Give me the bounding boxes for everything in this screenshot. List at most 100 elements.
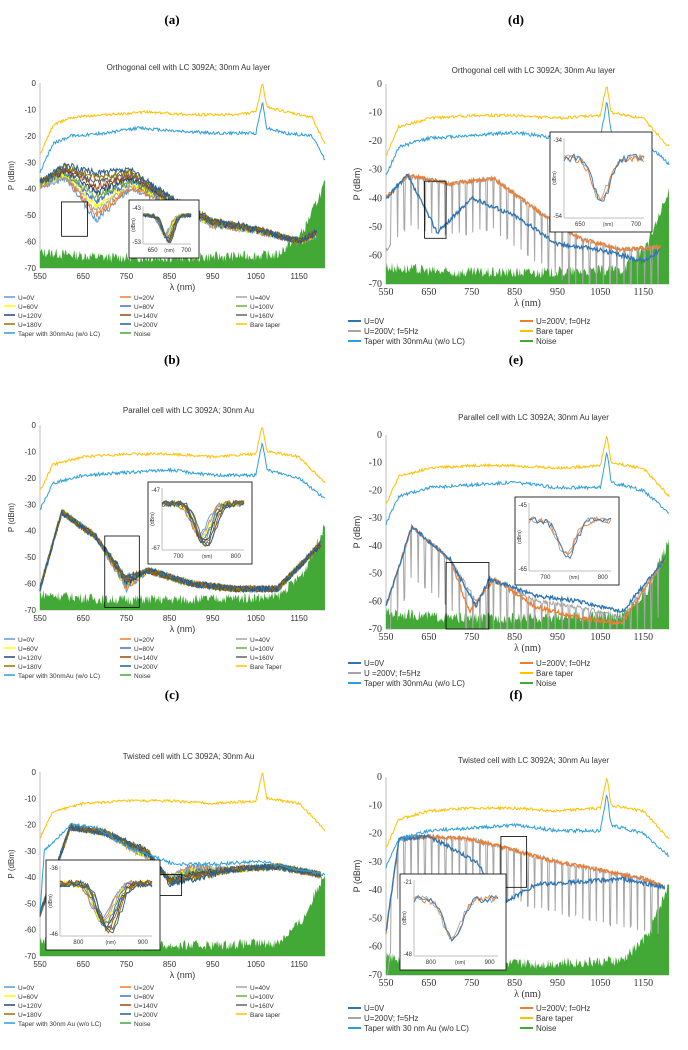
legend: U=0V U=200V; f=0Hz U =200V; f=5Hz Bare tape… — [348, 659, 590, 688]
legend-entry: U=200V — [134, 664, 158, 671]
zoom-box — [445, 562, 490, 630]
inset: -34 -54 650 700 (nm) (dBm) — [549, 131, 653, 233]
inset-y-top: -47 — [151, 488, 160, 494]
x-tick-label: 550 — [33, 272, 47, 281]
x-tick-label: 950 — [550, 632, 565, 643]
inset-y-label: (dBm) — [131, 218, 137, 232]
legend-entry: Bare taper — [250, 1012, 281, 1019]
legend-entry: Bare taper — [536, 1014, 574, 1023]
x-tick-label: 950 — [206, 272, 220, 281]
x-tick-label: 1150 — [290, 960, 308, 969]
x-tick-label: 1050 — [247, 272, 265, 281]
series-taper — [39, 101, 326, 174]
series-bare — [385, 86, 670, 156]
series-u-10 — [39, 509, 322, 594]
inset-x-label: (nm) — [202, 554, 213, 560]
legend-entry: U=0V — [18, 637, 35, 644]
legend-entry: U=60V — [18, 646, 39, 653]
y-tick-label: -30 — [369, 857, 382, 868]
legend-entry: U=200V — [134, 1012, 158, 1019]
y-tick-label: -20 — [369, 829, 382, 840]
panel-label-f: (f) — [509, 687, 523, 702]
legend-entry: Noise — [536, 337, 557, 346]
y-tick-label: -50 — [24, 899, 36, 908]
panel-label-d: (d) — [508, 12, 524, 27]
y-tick-label: -40 — [369, 541, 382, 552]
y-tick-label: 0 — [377, 430, 382, 441]
legend-entry: Bare taper — [250, 322, 281, 329]
panel-label-b: (b) — [164, 352, 180, 367]
x-tick-label: 850 — [163, 272, 177, 281]
inset-series — [59, 879, 153, 934]
y-tick-label: -60 — [369, 250, 382, 261]
y-axis-label: P (dBm) — [352, 516, 362, 549]
x-tick-label: 1150 — [290, 272, 308, 281]
x-tick-label: 750 — [120, 960, 134, 969]
x-tick-label: 650 — [421, 632, 436, 643]
inset-frame — [45, 859, 161, 951]
plot-area — [385, 435, 670, 630]
legend-entry: Noise — [536, 1024, 557, 1033]
y-tick-label: -60 — [24, 238, 36, 247]
x-tick-label: 1150 — [290, 614, 308, 623]
x-tick-label: 950 — [550, 978, 565, 989]
panel-d: (d) Orthogonal cell with LC 3092A; 30nm … — [344, 0, 688, 348]
legend-entry: U=60V — [18, 994, 39, 1001]
inset-series — [563, 154, 645, 201]
x-tick-label: 650 — [77, 614, 91, 623]
inset-y-bottom: -46 — [49, 932, 58, 938]
legend-entry: Bare Taper — [250, 664, 283, 671]
legend-entry: Taper with 30nmAu (w/o LC) — [18, 331, 100, 338]
inset-x-tick: 800 — [231, 554, 242, 560]
inset-x-tick: 700 — [181, 248, 192, 254]
x-tick-label: 850 — [507, 978, 522, 989]
legend-entry: U=40V — [250, 295, 271, 302]
panel-f: (f) Twisted cell with LC 3092A; 30nm Au … — [344, 687, 688, 1045]
series-taper — [385, 451, 670, 526]
y-tick-label: 0 — [377, 79, 382, 90]
y-tick-label: 0 — [32, 768, 37, 777]
legend-entry: U=0V — [364, 317, 385, 326]
chart-title: Twisted cell with LC 3092A; 30nm Au laye… — [458, 756, 610, 765]
series-taper — [39, 822, 326, 911]
y-tick-label: -70 — [24, 952, 36, 961]
series-u-10 — [39, 824, 322, 915]
inset-x-tick: 800 — [598, 575, 609, 581]
y-tick-label: -40 — [24, 873, 36, 882]
y-tick-label: -10 — [369, 800, 382, 811]
inset-y-bottom: -54 — [553, 214, 562, 220]
inset-y-bottom: -65 — [518, 567, 527, 573]
y-tick-label: -60 — [24, 926, 36, 935]
x-tick-label: 750 — [464, 287, 479, 298]
series-bare — [39, 772, 326, 839]
x-tick-label: 1050 — [590, 978, 610, 989]
y-tick-label: -20 — [24, 132, 36, 141]
inset: -36 -46 800 900 (nm) (dBm) — [45, 859, 161, 951]
inset-x-tick: 650 — [575, 222, 586, 228]
inset-y-top: -45 — [518, 503, 527, 509]
y-tick-label: -30 — [369, 513, 382, 524]
y-tick-label: 0 — [32, 421, 37, 430]
x-tick-label: 550 — [379, 632, 394, 643]
legend-entry: U=100V — [250, 994, 274, 1001]
series-bare — [385, 435, 670, 504]
series-taper — [385, 794, 670, 869]
legend-entry: U=20V — [134, 295, 155, 302]
chart-c: Twisted cell with LC 3092A; 30nm Au 0 -10 -… — [4, 752, 326, 1028]
y-tick-label: -10 — [369, 458, 382, 469]
legend-entry: U=120V — [18, 313, 42, 320]
x-tick-label: 950 — [206, 960, 220, 969]
inset-y-top: -43 — [132, 206, 141, 212]
legend-entry: U=180V — [18, 1012, 42, 1019]
panel-label-c: (c) — [164, 687, 180, 702]
y-tick-label: -60 — [369, 596, 382, 607]
y-axis-label: P (dBm) — [352, 168, 362, 201]
inset-series — [528, 516, 612, 556]
inset-series — [142, 212, 192, 244]
x-axis-label: λ (nm) — [514, 989, 541, 1000]
panel-b: (b) Parallel cell with LC 3092A; 30nm Au… — [0, 348, 344, 696]
inset-y-bottom: -67 — [151, 546, 160, 552]
inset: -45 -65 700 800 (nm) (dBm) — [514, 496, 620, 586]
y-tick-label: 0 — [32, 79, 37, 88]
legend-entry: U=80V — [134, 646, 155, 653]
